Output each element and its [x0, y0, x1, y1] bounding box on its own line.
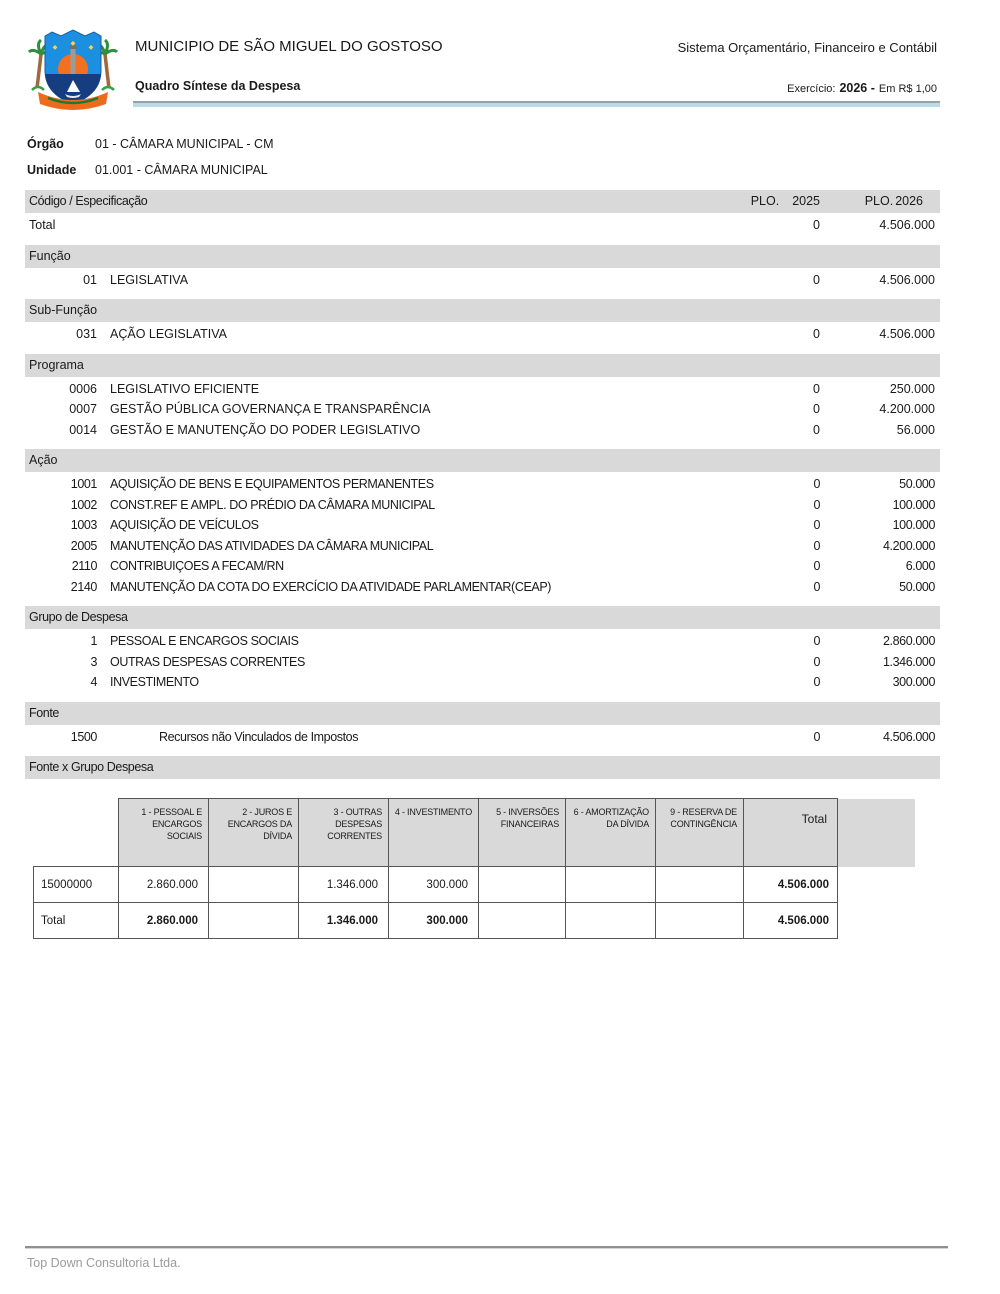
- table-row: 1003 AQUISIÇÃO DE VEÍCULOS 0 100.000: [70, 518, 936, 533]
- spec-column-header: Código / Especificação: [29, 194, 148, 208]
- section-band-programa: Programa: [25, 353, 940, 377]
- cross-col-header: 5 - INVERSÕES FINANCEIRAS: [478, 798, 566, 867]
- cross-table-header-row: 1 - PESSOAL E ENCARGOS SOCIAIS 2 - JUROS…: [33, 798, 916, 867]
- table-row: 0007 GESTÃO PÚBLICA GOVERNANÇA E TRANSPA…: [69, 402, 935, 417]
- table-row: 031 AÇÃO LEGISLATIVA 0 4.506.000: [76, 327, 935, 342]
- cross-table-total-row: Total 2.860.000 1.346.000 300.000 4.506.…: [33, 902, 916, 939]
- system-title: Sistema Orçamentário, Financeiro e Contá…: [677, 40, 937, 55]
- table-row: 3 OUTRAS DESPESAS CORRENTES 0 1.346.000: [90, 654, 935, 669]
- section-band-grupo-despesa: Grupo de Despesa: [25, 606, 940, 629]
- cross-table-row: 15000000 2.860.000 1.346.000 300.000 4.5…: [33, 866, 916, 903]
- organ-label: Órgão: [27, 137, 64, 151]
- total-label: Total: [29, 218, 56, 233]
- cross-col-header-total: Total: [743, 798, 838, 867]
- fonte-x-grupo-table: 1 - PESSOAL E ENCARGOS SOCIAIS 2 - JUROS…: [33, 798, 940, 939]
- column-header-band: Código / Especificação PLO. 2025 PLO. 20…: [25, 190, 940, 213]
- table-row: 1001 AQUISIÇÃO DE BENS E EQUIPAMENTOS PE…: [70, 477, 936, 492]
- section-band-subfuncao: Sub-Função: [25, 299, 940, 322]
- exercise-year: 2026 -: [839, 81, 875, 95]
- exercise-label: Exercício:: [787, 83, 836, 95]
- unit-value: 01.001 - CÂMARA MUNICIPAL: [95, 163, 268, 177]
- table-row: 01 LEGISLATIVA 0 4.506.000: [83, 272, 935, 287]
- total-plo2026: 4.506.000: [879, 218, 935, 233]
- table-row: 2005 MANUTENÇÃO DAS ATIVIDADES DA CÂMARA…: [70, 538, 936, 553]
- municipality-title: MUNICIPIO DE SÃO MIGUEL DO GOSTOSO: [135, 38, 443, 55]
- report-title: Quadro Síntese da Despesa: [135, 79, 301, 93]
- table-row: 1500 Recursos não Vinculados de Impostos…: [70, 729, 936, 744]
- cross-col-header: 4 - INVESTIMENTO: [388, 798, 479, 867]
- table-row: 2110 CONTRIBUIÇOES A FECAM/RN 0 6.000: [71, 559, 936, 574]
- cross-col-header: 3 - OUTRAS DESPESAS CORRENTES: [298, 798, 389, 867]
- table-row: 4 INVESTIMENTO 0 300.000: [90, 675, 935, 690]
- header-divider: [133, 101, 940, 107]
- table-row: 2140 MANUTENÇÃO DA COTA DO EXERCÍCIO DA …: [70, 579, 936, 594]
- cross-col-header: 1 - PESSOAL E ENCARGOS SOCIAIS: [118, 798, 209, 867]
- cross-col-header: 9 - RESERVA DE CONTINGÊNCIA: [655, 798, 744, 867]
- unit-row: Unidade 01.001 - CÂMARA MUNICIPAL: [27, 163, 268, 177]
- cross-row-label: Total: [33, 902, 119, 939]
- table-row: 1002 CONST.REF E AMPL. DO PRÉDIO DA CÂMA…: [70, 497, 936, 512]
- cross-row-label: 15000000: [33, 866, 119, 903]
- footer-divider: [25, 1246, 948, 1249]
- organ-row: Órgão 01 - CÂMARA MUNICIPAL - CM: [27, 137, 274, 151]
- summary-table: Código / Especificação PLO. 2025 PLO. 20…: [25, 190, 940, 939]
- section-band-fonte: Fonte: [25, 701, 940, 725]
- cross-col-header: 6 - AMORTIZAÇÃO DA DÍVIDA: [565, 798, 656, 867]
- exercise-info: Exercício: 2026 - Em R$ 1,00: [787, 81, 937, 95]
- organ-value: 01 - CÂMARA MUNICIPAL - CM: [95, 137, 274, 151]
- plo-2026-column-header: PLO. 2026: [864, 194, 923, 208]
- municipal-coat-of-arms-logo: [27, 14, 119, 112]
- total-plo2025: 0: [813, 218, 820, 233]
- cross-col-header: 2 - JUROS E ENCARGOS DA DÍVIDA: [208, 798, 299, 867]
- footer-company: Top Down Consultoria Ltda.: [27, 1256, 181, 1270]
- section-band-fonte-x-grupo: Fonte x Grupo Despesa: [25, 756, 940, 779]
- unit-label: Unidade: [27, 163, 77, 177]
- section-band-acao: Ação: [25, 449, 940, 472]
- plo-2025-column-header: PLO. 2025: [750, 194, 820, 208]
- table-row: 1 PESSOAL E ENCARGOS SOCIAIS 0 2.860.000: [90, 634, 935, 649]
- table-row: 0014 GESTÃO E MANUTENÇÃO DO PODER LEGISL…: [69, 422, 935, 437]
- section-band-funcao: Função: [25, 244, 940, 268]
- cross-header-extension: [837, 798, 916, 867]
- table-row: 0006 LEGISLATIVO EFICIENTE 0 250.000: [69, 381, 935, 396]
- table-row-total: Total 0 4.506.000: [25, 215, 940, 236]
- currency-note: Em R$ 1,00: [878, 83, 937, 95]
